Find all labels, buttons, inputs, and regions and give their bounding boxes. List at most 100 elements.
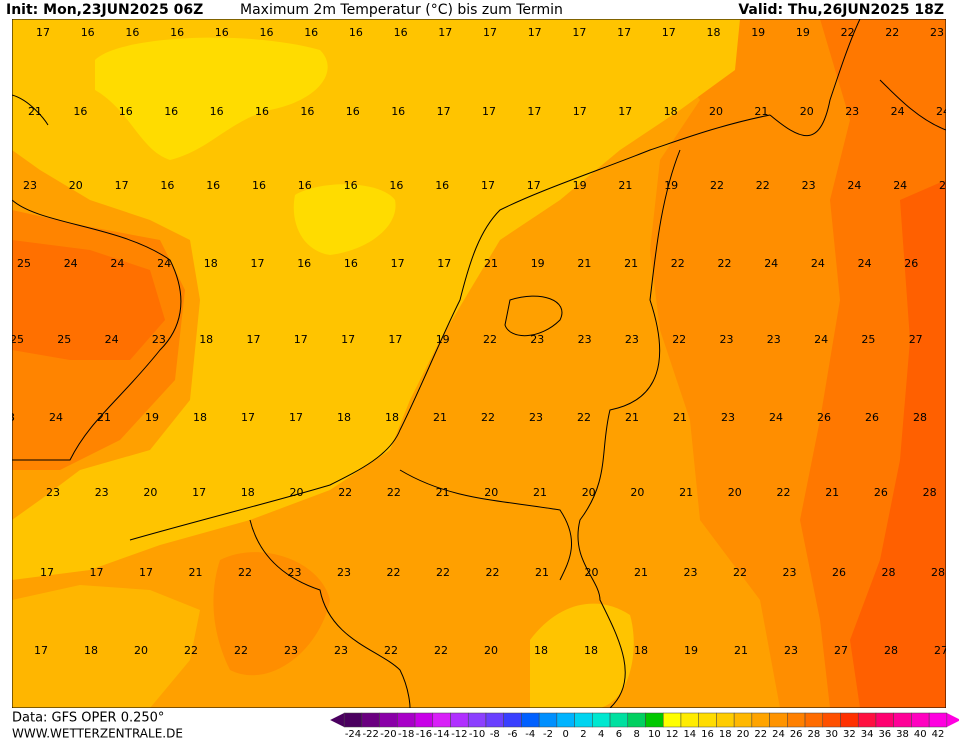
- temperature-value: 20: [290, 486, 304, 499]
- colorbar-tick-label: 8: [633, 729, 639, 740]
- temperature-value: 22: [710, 179, 724, 192]
- temperature-value: 23: [783, 566, 797, 579]
- value-labels: 17 16 16 16 16 16 16 16 16 17 17 17 17 17 17 18 19 19 22 22…: [12, 26, 950, 657]
- colorbar-tick-label: 42: [932, 729, 945, 740]
- temperature-value: 18: [385, 411, 399, 424]
- colorbar-tick-label: 16: [701, 729, 714, 740]
- colorbar-arrow-left: [330, 713, 345, 727]
- temperature-value: 17: [527, 179, 541, 192]
- temperature-value: 17: [192, 486, 206, 499]
- temperature-value: 16: [164, 105, 178, 118]
- temperature-value: 24: [811, 257, 825, 270]
- temperature-value: 28: [913, 411, 927, 424]
- cool-region: [12, 19, 740, 580]
- colorbar-swatch: [875, 712, 894, 728]
- colorbar-tick-label: -10: [469, 729, 485, 740]
- colorbar-swatch: [928, 712, 948, 728]
- temperature-value: 23: [721, 411, 735, 424]
- temperature-value: 16: [346, 105, 360, 118]
- temperature-value: 19: [531, 257, 545, 270]
- colorbar-swatch: [379, 712, 398, 728]
- colorbar-tick-label: 26: [790, 729, 803, 740]
- temperature-value: 16: [435, 179, 449, 192]
- temperature-value: 16: [297, 257, 311, 270]
- temperature-value: 24: [936, 105, 950, 118]
- colorbar-swatch: [485, 712, 504, 728]
- temperature-value: 24: [893, 179, 907, 192]
- colorbar-tick-label: 14: [683, 729, 696, 740]
- temperature-value: 17: [573, 105, 587, 118]
- colorbar-tick-label: -16: [416, 729, 432, 740]
- temperature-value: 24: [49, 411, 63, 424]
- temperature-value: 23: [625, 333, 639, 346]
- cool-region: [12, 585, 200, 708]
- colorbar-swatch: [592, 712, 611, 728]
- temperature-value: 21: [825, 486, 839, 499]
- data-source: Data: GFS OPER 0.250°: [12, 711, 164, 726]
- temperature-value: 17: [247, 333, 261, 346]
- colorbar-swatch: [627, 712, 646, 728]
- coastline: [769, 19, 946, 137]
- map: 17 16 16 16 16 16 16 16 16 17 17 17 17 17 17 18 19 19 22 22…: [12, 19, 950, 708]
- temperature-value: 22: [718, 257, 732, 270]
- colorbar-tick-label: -12: [451, 729, 467, 740]
- colorbar-tick-label: 24: [772, 729, 785, 740]
- colorbar-swatch: [467, 712, 487, 728]
- temperature-value: 21: [436, 486, 450, 499]
- coolest-region: [293, 184, 396, 255]
- temperature-value: 23: [720, 333, 734, 346]
- temperature-value: 21: [624, 257, 638, 270]
- temperature-value: 22: [671, 257, 685, 270]
- temperature-value: 22: [885, 26, 899, 39]
- temperature-value: 16: [73, 105, 87, 118]
- temperature-value: 24: [891, 105, 905, 118]
- temperature-value: 17: [617, 26, 631, 39]
- colorbar-swatch: [787, 712, 806, 728]
- temperature-value: 21: [625, 411, 639, 424]
- colorbar-tick-label: 22: [754, 729, 767, 740]
- temperature-value: 17: [34, 644, 48, 657]
- temperature-value: 24: [110, 257, 124, 270]
- temperature-value: 27: [934, 644, 948, 657]
- temperature-value: 22: [577, 411, 591, 424]
- temperature-value: 24: [105, 333, 119, 346]
- temperature-value: 23: [684, 566, 698, 579]
- temperature-value: 16: [394, 26, 408, 39]
- temperature-value: 16: [125, 26, 139, 39]
- temperature-value: 16: [391, 105, 405, 118]
- colorbar-tick-label: 28: [808, 729, 821, 740]
- temperature-value: 20: [728, 486, 742, 499]
- colorbar-swatch: [343, 712, 363, 728]
- temperature-value: 20: [709, 105, 723, 118]
- temperature-value: 17: [481, 179, 495, 192]
- temperature-value: 16: [210, 105, 224, 118]
- colorbar-swatch: [911, 712, 930, 728]
- temperature-value: 17: [294, 333, 308, 346]
- temperature-value: 19: [684, 644, 698, 657]
- temperature-value: 18: [634, 644, 648, 657]
- colorbar-tick-label: -14: [433, 729, 449, 740]
- temperature-value: 22: [483, 333, 497, 346]
- temperature-value: 22: [238, 566, 252, 579]
- temperature-value: 20: [69, 179, 83, 192]
- temperature-value: 22: [756, 179, 770, 192]
- temperature-value: 17: [36, 26, 50, 39]
- colorbar-swatch: [733, 712, 753, 728]
- temperature-value: 21: [673, 411, 687, 424]
- temperature-value: 21: [484, 257, 498, 270]
- colorbar: -24 -22 -20 -18 -16 -14 -12 -10 -8 -6 -4 -2 0 2 4 6 8 10 1…: [330, 712, 959, 740]
- temperature-value: 24: [157, 257, 171, 270]
- temperature-value: 17: [341, 333, 355, 346]
- temperature-value: 22: [841, 26, 855, 39]
- temperature-value: 18: [664, 105, 678, 118]
- temperature-value: 24: [64, 257, 78, 270]
- colorbar-tick-label: 6: [616, 729, 622, 740]
- temperature-value: 17: [391, 257, 405, 270]
- temperature-value: 20: [630, 486, 644, 499]
- temperature-value: 24: [814, 333, 828, 346]
- hot-region: [12, 240, 165, 360]
- temperature-value: 21: [754, 105, 768, 118]
- temperature-value: 20: [585, 566, 599, 579]
- temperature-value: 20: [143, 486, 157, 499]
